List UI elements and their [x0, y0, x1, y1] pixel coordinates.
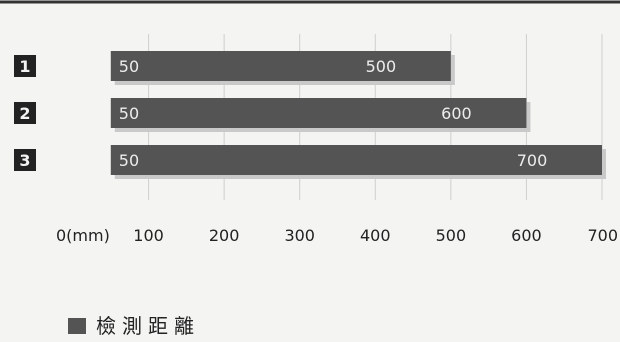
bar-start-label: 50: [119, 151, 139, 170]
bar-2: [110, 98, 527, 128]
legend-label: 檢測距離: [96, 314, 200, 338]
legend-swatch: [68, 318, 86, 334]
x-tick-label: 0(mm): [56, 226, 110, 245]
x-tick-label: 600: [511, 226, 542, 245]
x-axis-ticks: 0(mm) 100 200 300 400 500 600 700: [56, 226, 618, 245]
bar-start-label: 50: [119, 57, 139, 76]
bar-end-label: 600: [441, 104, 472, 123]
category-badge-2: [14, 102, 36, 124]
bar-end-label: 500: [366, 57, 397, 76]
category-label: 2: [19, 104, 30, 123]
x-tick-label: 300: [284, 226, 315, 245]
bar-1: [110, 51, 451, 81]
category-badges: 1 2 3: [14, 55, 36, 171]
x-tick-label: 400: [360, 226, 391, 245]
bar-3: [110, 145, 603, 175]
bars-layer: 50 500 50 600 50 700: [110, 51, 607, 179]
x-tick-label: 500: [436, 226, 467, 245]
category-label: 1: [19, 57, 30, 76]
x-tick-label: 200: [209, 226, 240, 245]
legend: 檢測距離: [68, 314, 200, 338]
category-label: 3: [19, 151, 30, 170]
category-badge-1: [14, 55, 36, 77]
bar-end-label: 700: [517, 151, 548, 170]
bar-start-label: 50: [119, 104, 139, 123]
x-tick-label: 700: [587, 226, 618, 245]
category-badge-3: [14, 149, 36, 171]
x-tick-label: 100: [133, 226, 164, 245]
